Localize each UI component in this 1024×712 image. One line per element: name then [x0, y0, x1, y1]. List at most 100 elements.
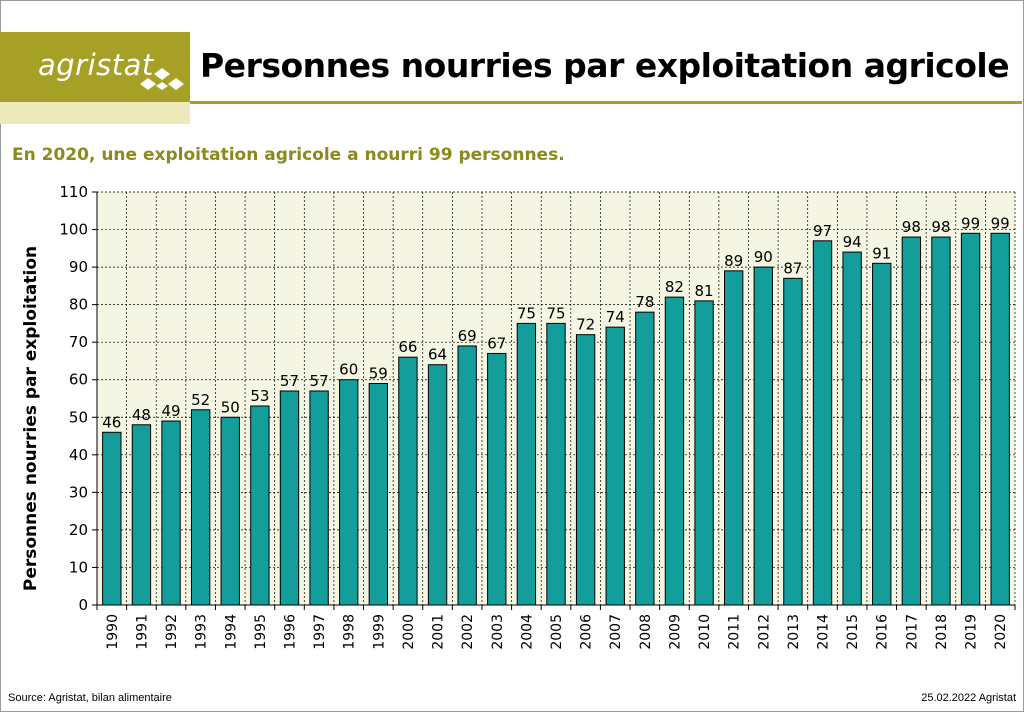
source-note: Source: Agristat, bilan alimentaire: [8, 692, 172, 704]
y-tick-label: 0: [78, 596, 88, 614]
y-tick-label: 10: [69, 558, 88, 576]
data-label: 57: [310, 372, 329, 390]
bar: [664, 296, 685, 606]
bar: [783, 277, 803, 606]
x-tick-label: 1997: [312, 614, 328, 650]
x-tick-label: 2015: [845, 614, 861, 650]
data-label: 48: [132, 406, 151, 424]
bar: [309, 390, 329, 606]
bar: [901, 236, 922, 606]
bar: [190, 409, 211, 606]
data-label: 87: [783, 259, 802, 277]
data-label: 98: [902, 218, 921, 236]
y-tick-label: 90: [69, 258, 88, 276]
data-label: 81: [695, 282, 714, 300]
y-tick-label: 40: [69, 446, 88, 464]
bar: [694, 300, 714, 606]
date-note: 25.02.2022 Agristat: [921, 692, 1016, 704]
x-tick-label: 2002: [460, 614, 476, 650]
x-tick-label: 2012: [756, 614, 772, 650]
data-label: 66: [398, 338, 417, 356]
data-label: 67: [487, 334, 506, 352]
data-label: 75: [517, 304, 536, 322]
x-tick-label: 2017: [904, 614, 920, 650]
data-label: 59: [369, 364, 388, 382]
data-label: 94: [843, 233, 862, 251]
x-tick-label: 1993: [194, 614, 210, 650]
data-label: 78: [635, 293, 654, 311]
data-label: 91: [872, 244, 891, 262]
x-tick-label: 2014: [816, 614, 832, 650]
bar: [990, 232, 1010, 606]
bar: [812, 240, 833, 606]
bar-chart: 0 10 20 30 40 50 60 70 80 90 100 110 46 1990 48 1991 49 1…: [21, 183, 1016, 650]
x-tick-label: 1991: [134, 614, 150, 650]
data-label: 69: [458, 327, 477, 345]
bar: [931, 236, 951, 606]
x-tick-label: 2008: [638, 614, 654, 650]
bar: [960, 232, 981, 606]
x-tick-label: 1999: [371, 614, 387, 650]
x-tick-label: 2003: [490, 614, 506, 650]
bar: [516, 322, 537, 606]
x-tick-label: 1995: [253, 614, 269, 650]
bar: [546, 322, 566, 606]
x-tick-label: 1998: [342, 614, 358, 650]
bar: [131, 424, 152, 606]
x-tick-label: 2000: [401, 614, 417, 650]
data-label: 46: [102, 413, 121, 431]
y-tick-label: 100: [59, 221, 88, 239]
bar: [605, 326, 625, 606]
data-label: 97: [813, 222, 832, 240]
y-tick-label: 20: [69, 521, 88, 539]
data-label: 72: [576, 316, 595, 334]
bar: [753, 266, 773, 606]
bar: [398, 356, 418, 606]
x-tick-label: 1992: [164, 614, 180, 650]
x-tick-label: 2001: [431, 614, 447, 650]
bar: [339, 379, 359, 606]
x-tick-label: 2007: [608, 614, 624, 650]
data-label: 99: [961, 214, 980, 232]
x-tick-label: 2019: [964, 614, 980, 650]
bar: [575, 334, 596, 606]
x-tick-label: 2005: [549, 614, 565, 650]
bar: [102, 431, 122, 606]
x-tick-label: 2004: [519, 614, 535, 650]
y-tick-label: 110: [59, 183, 88, 201]
x-tick-label: 2016: [875, 614, 891, 650]
data-label: 52: [191, 391, 210, 409]
bar: [487, 352, 507, 606]
x-tick-label: 2010: [697, 614, 713, 650]
x-tick-label: 1990: [105, 614, 121, 650]
bar: [872, 262, 892, 606]
y-tick-label: 30: [69, 483, 88, 501]
x-tick-label: 1996: [282, 614, 298, 650]
bar: [279, 390, 300, 606]
data-label: 99: [991, 214, 1010, 232]
bar: [161, 420, 181, 606]
title-divider: [190, 101, 1022, 104]
y-axis-label: Personnes nourries par exploitation: [21, 246, 41, 591]
logo-underband: [0, 102, 190, 124]
x-tick-label: 1994: [223, 614, 239, 650]
chart-subtitle: En 2020, une exploitation agricole a nou…: [12, 145, 565, 165]
logo-diamond-icon: [140, 68, 184, 90]
x-tick-label: 2013: [786, 614, 802, 650]
y-tick-label: 80: [69, 296, 88, 314]
bar: [457, 345, 477, 606]
bar: [635, 311, 655, 606]
agristat-logo: [0, 32, 190, 102]
bar: [427, 364, 448, 606]
y-tick-label: 60: [69, 371, 88, 389]
data-label: 90: [754, 248, 773, 266]
y-tick-label: 50: [69, 408, 88, 426]
data-label: 74: [606, 308, 625, 326]
bar: [723, 270, 744, 606]
data-label: 50: [221, 398, 240, 416]
x-tick-label: 2011: [727, 614, 743, 650]
bar: [368, 382, 389, 606]
logo-text: agristat: [38, 48, 154, 82]
bar: [220, 416, 240, 606]
y-tick-label: 70: [69, 333, 88, 351]
